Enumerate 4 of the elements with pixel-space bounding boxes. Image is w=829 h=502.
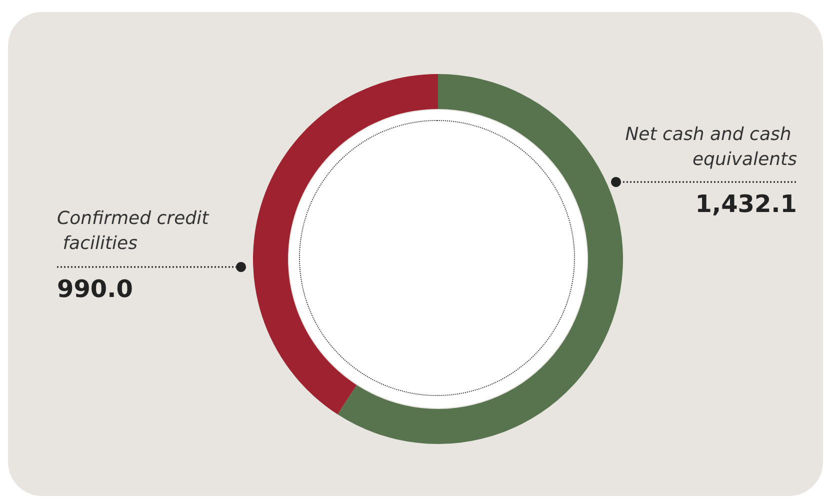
data-label: 990.0 xyxy=(57,275,133,303)
slice-label: Confirmed credit facilities xyxy=(57,208,210,254)
slice-label: Net cash and cash equivalents xyxy=(625,124,797,170)
data-label: 1,432.1 xyxy=(695,190,797,218)
